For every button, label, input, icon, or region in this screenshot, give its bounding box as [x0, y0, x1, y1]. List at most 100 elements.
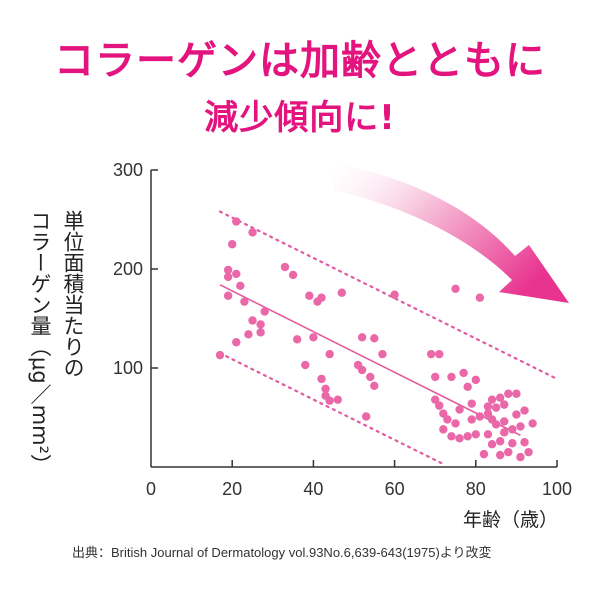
upper-bound-dashed-line: [218, 210, 559, 380]
data-point: [426, 349, 436, 359]
data-point: [248, 228, 257, 237]
data-point: [333, 395, 342, 404]
data-point: [248, 316, 257, 325]
data-point: [260, 307, 269, 316]
data-point: [495, 437, 505, 446]
data-point: [256, 320, 265, 329]
data-point: [500, 417, 509, 426]
data-point: [317, 293, 326, 302]
data-point: [504, 447, 513, 457]
data-point: [223, 291, 233, 300]
y-tick-label: 300: [113, 160, 143, 180]
data-point: [512, 410, 521, 419]
data-point: [223, 265, 233, 275]
data-point: [280, 262, 290, 272]
data-point: [455, 405, 464, 414]
data-point: [357, 365, 367, 375]
data-point: [439, 409, 448, 418]
data-point: [292, 335, 302, 344]
data-point: [491, 403, 501, 412]
data-point: [390, 290, 399, 299]
data-point: [431, 372, 440, 382]
data-point: [500, 428, 509, 437]
data-point: [512, 389, 521, 398]
data-point: [256, 328, 265, 337]
data-point: [232, 217, 241, 226]
data-point: [435, 349, 444, 359]
data-point: [232, 269, 241, 279]
data-point: [447, 372, 456, 382]
y-tick-label: 200: [113, 259, 143, 279]
data-point: [305, 291, 314, 300]
data-point: [337, 288, 347, 297]
trend-line: [219, 284, 521, 437]
data-point: [451, 419, 460, 428]
data-point: [491, 420, 501, 429]
data-point: [475, 293, 485, 302]
data-point: [516, 422, 525, 431]
data-point: [495, 393, 505, 402]
data-point: [471, 430, 480, 439]
data-point: [483, 430, 493, 439]
data-point: [357, 333, 367, 342]
data-point: [467, 415, 476, 424]
data-point: [467, 399, 476, 408]
data-point: [504, 389, 513, 398]
headline-line-2: 減少傾向に!: [204, 98, 396, 138]
axes: [150, 170, 557, 468]
data-point: [431, 395, 440, 404]
data-point: [321, 384, 330, 393]
data-point: [500, 400, 509, 409]
data-point: [463, 382, 472, 392]
data-point: [378, 349, 387, 359]
data-point: [317, 374, 326, 384]
x-axis-label: 年齢（歳）: [463, 509, 559, 531]
data-point: [244, 330, 253, 339]
data-point: [435, 401, 444, 410]
data-point: [309, 333, 318, 342]
data-point: [325, 349, 334, 359]
data-point: [520, 438, 529, 447]
data-point: [479, 449, 489, 459]
y-axis-label-line-1: 単位面積当たりの: [61, 210, 85, 378]
data-point: [361, 412, 371, 421]
x-tick-label: 0: [146, 479, 156, 499]
source-citation: 出典：British Journal of Dermatology vol.93…: [72, 545, 492, 560]
data-point: [520, 406, 529, 415]
data-point: [370, 381, 379, 391]
y-axis-label-line-2: コラーゲン量（μg／mm²）: [28, 210, 52, 476]
data-point: [455, 434, 464, 443]
data-point: [483, 409, 493, 418]
data-point: [443, 415, 452, 424]
data-point: [215, 350, 225, 360]
x-tick-label: 20: [222, 479, 242, 499]
data-point: [366, 372, 375, 382]
data-point: [463, 432, 472, 441]
headline-line-1: コラーゲンは加齢とともに: [54, 38, 546, 84]
lower-bound-dashed-line: [218, 352, 445, 466]
data-point: [236, 281, 245, 291]
data-point: [475, 412, 485, 421]
data-point: [288, 270, 298, 280]
x-tick-label: 40: [303, 479, 323, 499]
x-tick-label: 60: [385, 479, 405, 499]
data-point: [232, 338, 241, 347]
data-point: [459, 368, 468, 378]
data-point: [508, 439, 517, 448]
data-point: [325, 396, 334, 405]
down-trend-arrow-icon: [333, 163, 569, 303]
y-tick-label: 100: [113, 358, 143, 378]
x-tick-label: 80: [466, 479, 486, 499]
data-point: [301, 360, 310, 370]
data-point: [516, 452, 525, 462]
data-point: [524, 447, 533, 457]
data-point: [487, 440, 497, 449]
data-point: [240, 297, 249, 306]
data-point: [228, 240, 237, 249]
data-point: [370, 334, 379, 343]
data-point: [471, 375, 480, 385]
data-point: [439, 425, 448, 434]
data-point: [223, 272, 233, 282]
data-point: [487, 395, 497, 404]
